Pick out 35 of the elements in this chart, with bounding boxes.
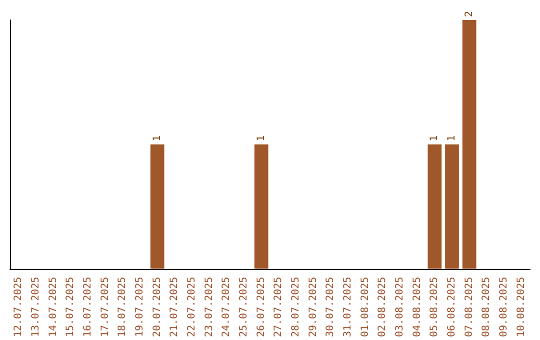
x-tick-label: 08.08.2025 [481,276,492,338]
x-tick-label: 20.07.2025 [152,276,163,338]
x-tick-label: 15.07.2025 [65,276,76,338]
data-label: 2 [464,10,475,17]
x-tick-label: 16.07.2025 [82,276,94,338]
x-tick-label: 10.08.2025 [516,276,527,338]
x-tick-label: 13.07.2025 [30,276,42,338]
x-tick-label: 26.07.2025 [256,276,267,338]
x-tick-label: 30.07.2025 [325,276,336,338]
x-tick-label: 27.07.2025 [273,276,284,338]
x-tick-label: 02.08.2025 [377,276,388,338]
x-tick-label: 28.07.2025 [290,276,302,338]
x-tick-label: 22.07.2025 [186,276,198,338]
x-tick-label: 23.07.2025 [204,276,215,338]
x-tick-label: 31.07.2025 [342,276,354,338]
x-tick-label: 04.08.2025 [412,276,423,338]
x-tick-label: 12.07.2025 [13,276,24,338]
x-tick-label: 01.08.2025 [360,276,371,338]
x-tick-label: 25.07.2025 [238,276,250,338]
data-label: 1 [152,135,163,142]
x-tick-label: 18.07.2025 [117,276,128,338]
x-tick-label: 14.07.2025 [48,276,59,338]
x-tick-label: 29.07.2025 [308,276,319,338]
x-tick-label: 19.07.2025 [134,276,146,338]
x-tick-label: 03.08.2025 [394,276,406,338]
x-tick-label: 07.08.2025 [464,276,475,338]
x-tick-label: 21.07.2025 [169,276,180,338]
data-label: 1 [446,135,458,142]
data-label: 1 [256,135,267,142]
data-label: 1 [429,135,440,142]
x-tick-label: 09.08.2025 [498,276,510,338]
x-tick-label: 05.08.2025 [429,276,440,338]
x-tick-label: 06.08.2025 [446,276,458,338]
x-tick-label: 24.07.2025 [221,276,232,338]
x-tick-label: 17.07.2025 [100,276,111,338]
